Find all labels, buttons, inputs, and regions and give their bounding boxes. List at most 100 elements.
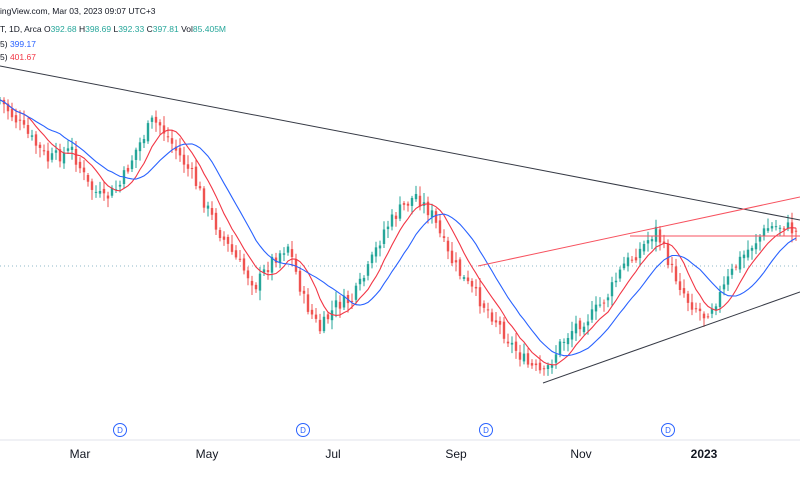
candle-body [262, 269, 266, 273]
candle-body [318, 319, 322, 332]
candle [262, 264, 266, 277]
candle [286, 243, 290, 256]
candle-body [282, 253, 286, 255]
candle-body [498, 320, 502, 325]
candle [526, 348, 530, 368]
trendline-drawings[interactable] [0, 65, 800, 384]
candle [366, 260, 370, 281]
candle [2, 97, 6, 114]
candle-body [678, 281, 682, 290]
candle-body [166, 136, 170, 138]
candle-body [6, 103, 10, 112]
candle [566, 333, 570, 352]
candle [30, 129, 34, 141]
candle [522, 343, 526, 365]
candle [102, 181, 106, 201]
ma-fast-legend[interactable]: 5) 401.67 [0, 52, 36, 62]
candle-body [478, 287, 482, 307]
candle-body [258, 273, 262, 291]
candle [478, 278, 482, 314]
ma-fast-value: 401.67 [9, 52, 36, 62]
candle-body [42, 150, 46, 152]
candle [390, 209, 394, 231]
candle-body [150, 117, 154, 122]
candle-body [550, 364, 554, 368]
candle [742, 250, 746, 269]
candle-body [90, 181, 94, 190]
candle [662, 234, 666, 249]
x-tick-label: Sep [445, 447, 467, 461]
candle [326, 311, 330, 324]
candle-body [414, 194, 418, 200]
candle [94, 185, 98, 198]
candle [738, 251, 742, 273]
candle-body [290, 249, 294, 258]
candle-body [26, 124, 30, 134]
candle-body [310, 309, 314, 315]
candle [298, 266, 302, 296]
candle [166, 127, 170, 143]
candle [226, 234, 230, 252]
candle [74, 140, 78, 172]
ohlc-legend[interactable]: T, 1D, Arca O392.68 H398.69 L392.33 C397… [0, 24, 226, 34]
candle [242, 253, 246, 275]
candle-body [638, 248, 642, 259]
candle [758, 233, 762, 251]
candle [114, 180, 118, 194]
close-label: C [146, 24, 153, 34]
candle-body [614, 280, 618, 283]
candle [538, 355, 542, 374]
candle [54, 142, 58, 160]
candle [266, 261, 270, 280]
candle-body [494, 320, 498, 323]
candle [246, 266, 250, 286]
candle-body [126, 167, 130, 172]
moving-average-lines [0, 99, 797, 366]
candle [394, 212, 398, 227]
dividend-marker-label: D [665, 426, 671, 435]
dividend-marker[interactable]: D [296, 423, 310, 437]
candle [698, 302, 702, 321]
candle [770, 222, 774, 232]
candle-body [434, 211, 438, 223]
candle-body [66, 148, 70, 151]
candle-body [566, 337, 570, 345]
candle [66, 140, 70, 154]
high-value: 398.69 [85, 24, 112, 34]
candle-body [634, 257, 638, 261]
candle-body [114, 189, 118, 191]
candle-body [610, 282, 614, 297]
candle-body [58, 149, 62, 162]
candle-body [78, 161, 82, 169]
candle [754, 233, 758, 255]
candle-body [538, 362, 542, 371]
candle-body [326, 314, 330, 320]
candle-body [250, 280, 254, 286]
ma-slow-legend[interactable]: 5) 399.17 [0, 39, 36, 49]
dividend-marker[interactable]: D [113, 423, 127, 437]
candle [734, 264, 738, 271]
dividend-marker-label: D [117, 426, 123, 435]
candle [682, 279, 686, 298]
dividend-marker[interactable]: D [479, 423, 493, 437]
candle [10, 102, 14, 122]
candle-body [438, 220, 442, 234]
candle-body [270, 256, 274, 273]
candle [438, 214, 442, 238]
candle [314, 308, 318, 323]
dividend-marker[interactable]: D [661, 423, 675, 437]
x-tick-label: Nov [570, 447, 591, 461]
candle [34, 131, 38, 154]
upper-trendline [0, 65, 800, 221]
candle [178, 138, 182, 162]
candle [530, 359, 534, 369]
candle [46, 142, 50, 169]
candle-body [430, 210, 434, 217]
candle [258, 266, 262, 301]
candle [722, 276, 726, 296]
candle-body [238, 258, 242, 260]
candle-body [626, 257, 630, 267]
candle [598, 297, 602, 308]
